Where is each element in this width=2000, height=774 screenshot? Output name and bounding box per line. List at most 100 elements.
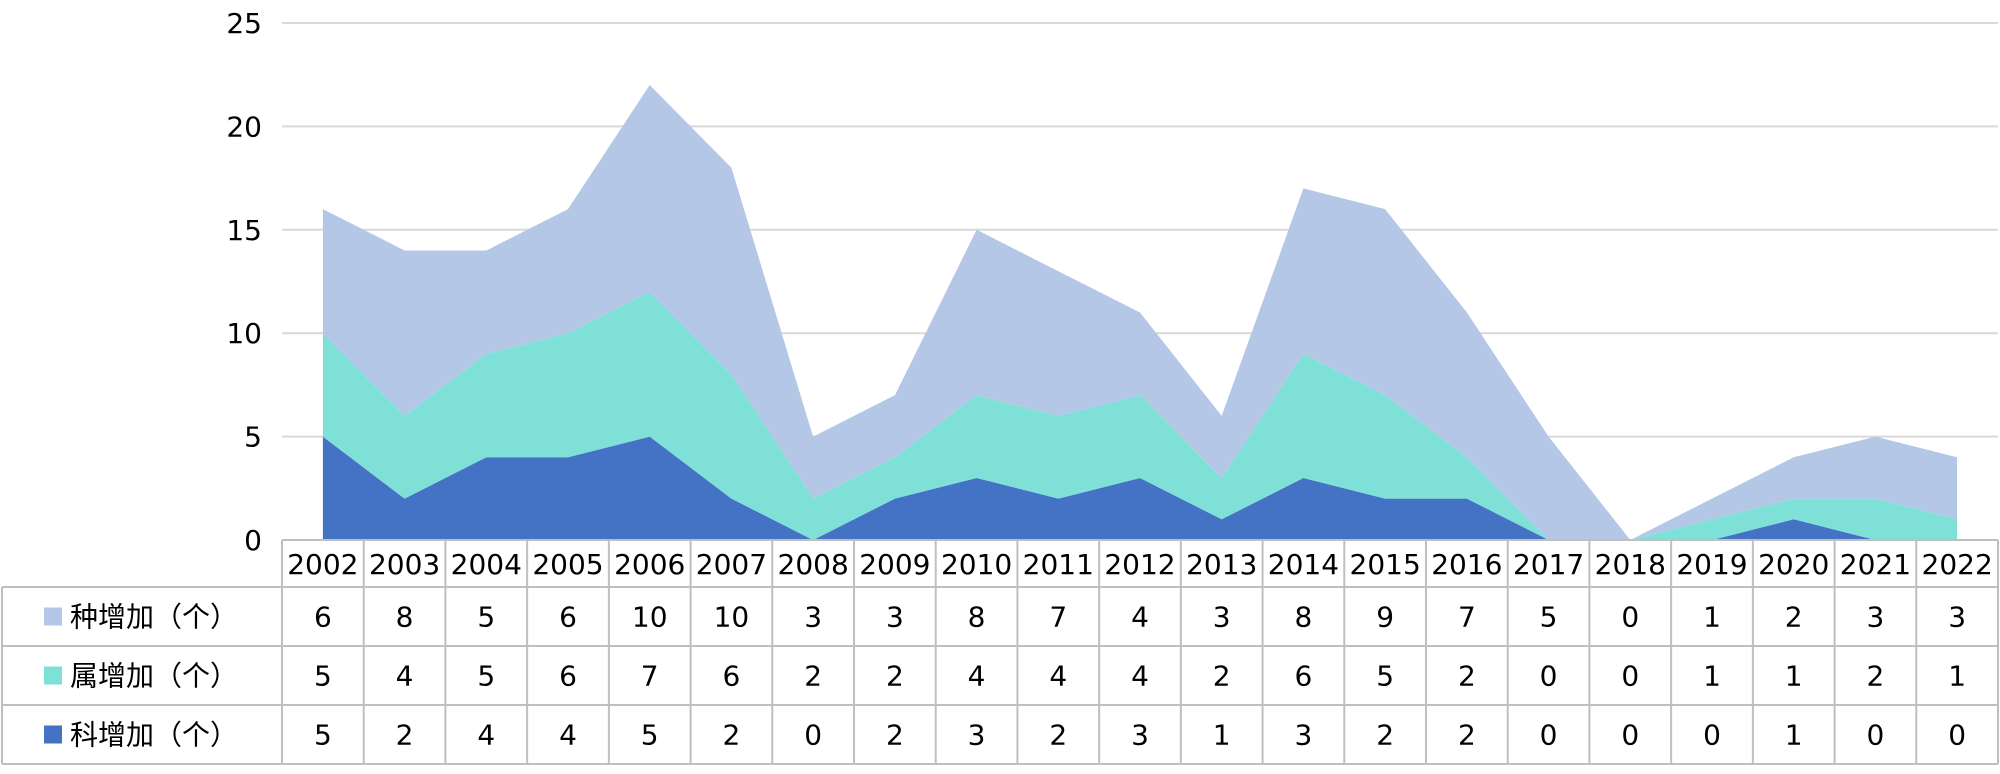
data-table-value: 2 bbox=[396, 719, 414, 752]
data-table-value: 7 bbox=[641, 660, 659, 693]
data-table-value: 7 bbox=[1049, 601, 1067, 634]
x-category-label: 2002 bbox=[287, 548, 358, 581]
x-category-label: 2015 bbox=[1350, 548, 1421, 581]
data-table-value: 0 bbox=[1621, 601, 1639, 634]
data-table-value: 3 bbox=[1948, 601, 1966, 634]
data-table-value: 5 bbox=[641, 719, 659, 752]
data-table-value: 1 bbox=[1785, 719, 1803, 752]
data-table-value: 1 bbox=[1948, 660, 1966, 693]
data-table-value: 3 bbox=[968, 719, 986, 752]
data-table-value: 4 bbox=[1131, 660, 1149, 693]
x-category-label: 2011 bbox=[1023, 548, 1094, 581]
x-category-label: 2014 bbox=[1268, 548, 1339, 581]
data-table-value: 4 bbox=[968, 660, 986, 693]
legend-key-0 bbox=[44, 725, 62, 744]
data-table-value: 7 bbox=[1458, 601, 1476, 634]
y-tick-label: 5 bbox=[244, 421, 262, 454]
data-table-value: 2 bbox=[1049, 719, 1067, 752]
data-table-value: 8 bbox=[396, 601, 414, 634]
data-table-value: 1 bbox=[1703, 660, 1721, 693]
data-table-value: 3 bbox=[1295, 719, 1313, 752]
data-table-value: 5 bbox=[477, 601, 495, 634]
data-table-value: 2 bbox=[1376, 719, 1394, 752]
x-category-label: 2013 bbox=[1186, 548, 1257, 581]
data-table-value: 6 bbox=[559, 601, 577, 634]
x-category-label: 2012 bbox=[1104, 548, 1175, 581]
area-series-0 bbox=[322, 436, 1958, 540]
x-category-label: 2021 bbox=[1840, 548, 1911, 581]
legend-key-2 bbox=[44, 607, 62, 626]
data-table-value: 0 bbox=[1540, 719, 1558, 752]
x-category-label: 2019 bbox=[1676, 548, 1747, 581]
data-table-value: 2 bbox=[1213, 660, 1231, 693]
y-tick-label: 20 bbox=[226, 110, 262, 143]
area-series-2 bbox=[322, 85, 1958, 540]
data-table-value: 2 bbox=[1458, 719, 1476, 752]
x-category-label: 2016 bbox=[1431, 548, 1502, 581]
data-table-value: 2 bbox=[1867, 660, 1885, 693]
data-table-value: 6 bbox=[559, 660, 577, 693]
data-table-value: 2 bbox=[1458, 660, 1476, 693]
legend-label: 属增加（个） bbox=[70, 660, 238, 693]
data-table-value: 5 bbox=[1376, 660, 1394, 693]
area-series-group bbox=[322, 85, 1958, 540]
data-table-value: 9 bbox=[1376, 601, 1394, 634]
y-tick-label: 15 bbox=[226, 214, 262, 247]
data-table: 2002 2003 2004 2005 2006 2007 2008 2009 2010 2011… bbox=[1, 539, 1999, 765]
data-table-value: 8 bbox=[968, 601, 986, 634]
x-category-label: 2009 bbox=[859, 548, 930, 581]
data-table-value: 3 bbox=[1213, 601, 1231, 634]
x-category-label: 2010 bbox=[941, 548, 1012, 581]
legend-label: 种增加（个） bbox=[70, 601, 238, 634]
x-category-label: 2005 bbox=[532, 548, 603, 581]
data-table-value: 8 bbox=[1295, 601, 1313, 634]
data-table-value: 10 bbox=[714, 601, 750, 634]
data-table-value: 0 bbox=[1621, 660, 1639, 693]
y-tick-label: 0 bbox=[244, 524, 262, 557]
data-table-value: 4 bbox=[1049, 660, 1067, 693]
data-table-value: 10 bbox=[632, 601, 668, 634]
data-table-value: 4 bbox=[1131, 601, 1149, 634]
x-category-label: 2008 bbox=[778, 548, 849, 581]
data-table-value: 2 bbox=[804, 660, 822, 693]
data-table-value: 6 bbox=[1295, 660, 1313, 693]
data-table-value: 3 bbox=[804, 601, 822, 634]
data-table-value: 2 bbox=[1785, 601, 1803, 634]
data-table-value: 1 bbox=[1703, 601, 1721, 634]
y-tick-label: 10 bbox=[226, 317, 262, 350]
y-tick-label: 25 bbox=[226, 7, 262, 40]
data-table-value: 0 bbox=[1540, 660, 1558, 693]
data-table-value: 2 bbox=[886, 719, 904, 752]
legend-key-1 bbox=[44, 666, 62, 685]
data-table-value: 4 bbox=[559, 719, 577, 752]
y-axis: 0 5 10 15 20 25 bbox=[226, 7, 262, 557]
area-series-1 bbox=[322, 291, 1958, 540]
data-table-value: 4 bbox=[477, 719, 495, 752]
x-category-label: 2018 bbox=[1595, 548, 1666, 581]
data-table-value: 5 bbox=[314, 660, 332, 693]
data-table-value: 3 bbox=[1131, 719, 1149, 752]
data-table-value: 1 bbox=[1785, 660, 1803, 693]
data-table-value: 0 bbox=[1948, 719, 1966, 752]
x-category-label: 2017 bbox=[1513, 548, 1584, 581]
data-table-value: 0 bbox=[1867, 719, 1885, 752]
x-category-label: 2006 bbox=[614, 548, 685, 581]
x-category-label: 2007 bbox=[696, 548, 767, 581]
data-table-value: 0 bbox=[1621, 719, 1639, 752]
data-table-value: 3 bbox=[1867, 601, 1885, 634]
data-table-value: 3 bbox=[886, 601, 904, 634]
data-table-value: 4 bbox=[396, 660, 414, 693]
data-table-value: 5 bbox=[477, 660, 495, 693]
data-table-value: 6 bbox=[723, 660, 741, 693]
data-table-value: 2 bbox=[723, 719, 741, 752]
data-table-value: 1 bbox=[1213, 719, 1231, 752]
x-category-label: 2020 bbox=[1758, 548, 1829, 581]
x-category-label: 2004 bbox=[451, 548, 522, 581]
data-table-value: 0 bbox=[1703, 719, 1721, 752]
x-category-label: 2003 bbox=[369, 548, 440, 581]
data-table-value: 6 bbox=[314, 601, 332, 634]
data-table-value: 2 bbox=[886, 660, 904, 693]
x-category-label: 2022 bbox=[1922, 548, 1993, 581]
data-table-value: 5 bbox=[1540, 601, 1558, 634]
